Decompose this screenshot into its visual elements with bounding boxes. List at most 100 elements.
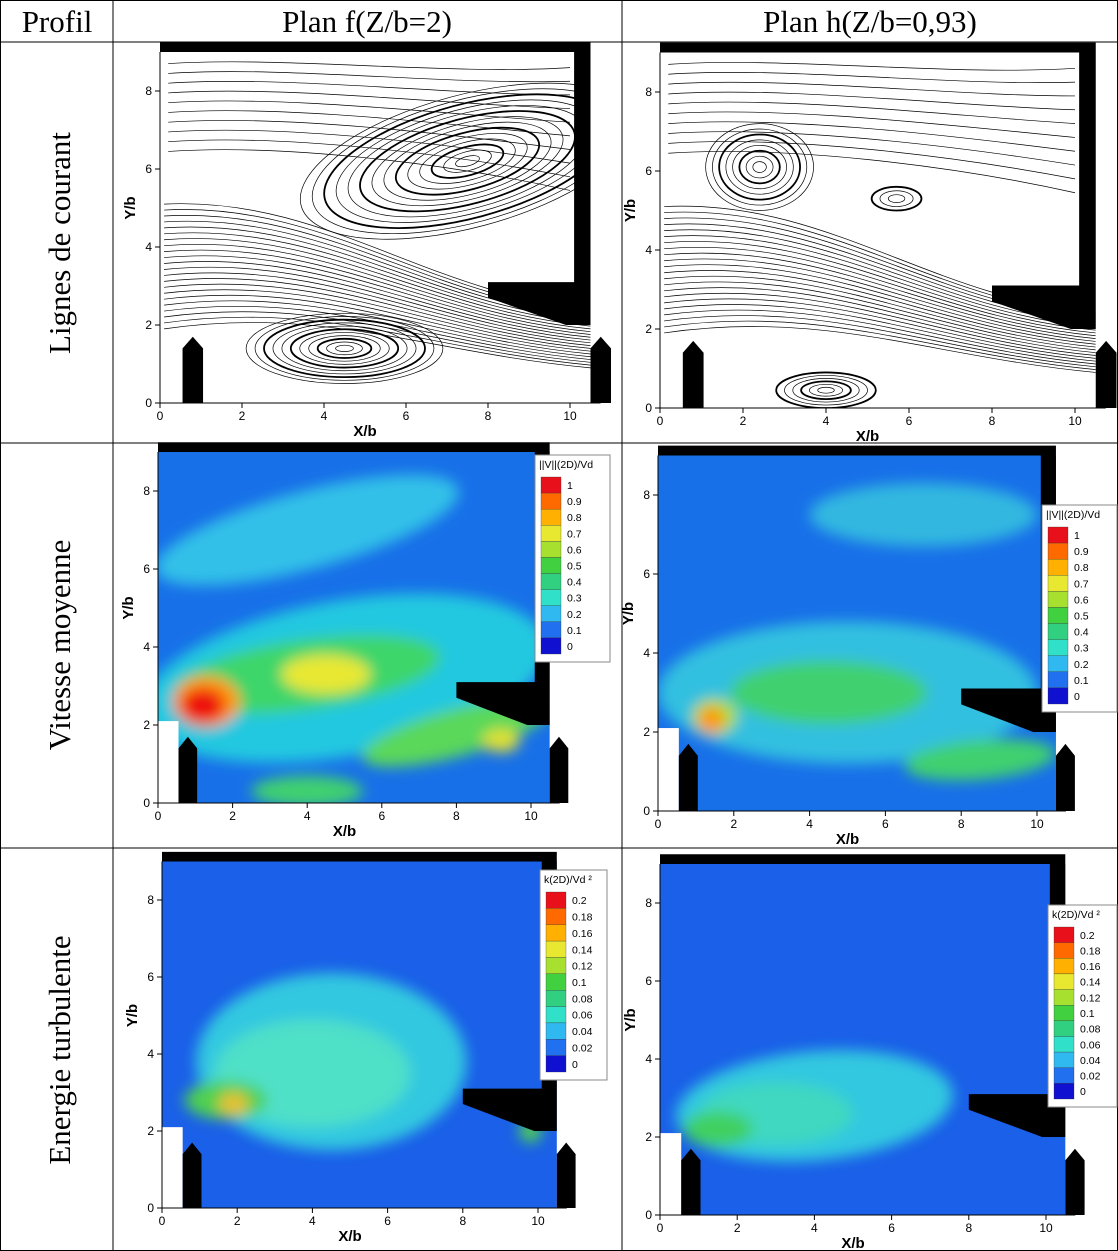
- streamline: [664, 304, 1096, 362]
- streamline: [664, 320, 1096, 370]
- x-tick-label: 6: [384, 1214, 391, 1228]
- contour-blob: [180, 687, 226, 724]
- legend-level: 0.2: [1074, 659, 1089, 671]
- contour-blob: [281, 654, 371, 694]
- vortex-line: [784, 375, 868, 406]
- legend-level: 1: [1074, 530, 1080, 542]
- contour-blob: [904, 738, 1056, 781]
- streamline: [164, 249, 591, 333]
- outlet-post: [1065, 1148, 1085, 1215]
- contour-field: [658, 483, 1056, 781]
- y-tick-label: 6: [147, 970, 154, 984]
- x-tick-label: 6: [882, 817, 889, 831]
- legend-swatch: [540, 525, 562, 542]
- y-tick-label: 6: [145, 162, 152, 176]
- y-axis-label: Y/b: [622, 1008, 639, 1031]
- vortex-line: [870, 185, 923, 212]
- x-tick-label: 10: [1068, 414, 1082, 428]
- streamline: [668, 121, 1076, 152]
- vortex-line: [800, 380, 852, 401]
- legend-swatch: [540, 541, 562, 558]
- y-tick-label: 8: [147, 893, 154, 907]
- y-tick-label: 6: [645, 164, 652, 178]
- legend-level: 0.06: [1080, 1039, 1101, 1051]
- inlet-post: [182, 336, 204, 403]
- legend-level: 0.4: [567, 577, 582, 589]
- legend-swatch: [1053, 1005, 1075, 1021]
- legend-swatch: [540, 605, 562, 622]
- streamlines: [664, 62, 1096, 408]
- y-tick-label: 8: [645, 85, 652, 99]
- x-tick-label: 10: [531, 1214, 545, 1228]
- streamline: [664, 309, 1096, 365]
- outlet-post: [556, 1142, 576, 1208]
- streamline: [664, 246, 1096, 334]
- vortex-line: [323, 93, 591, 229]
- legend-level: 0.14: [1080, 977, 1101, 989]
- vortex-line: [311, 88, 591, 234]
- legend-swatch: [1047, 623, 1069, 640]
- contour-blob: [362, 699, 550, 767]
- vortex-line: [887, 194, 906, 203]
- row-label: Vitesse moyenne: [42, 540, 77, 751]
- streamline: [168, 100, 571, 123]
- y-tick-label: 4: [645, 1052, 652, 1066]
- outlet-post: [1055, 743, 1075, 811]
- vortex-line: [732, 144, 787, 190]
- outlet-post: [549, 736, 569, 803]
- legend-swatch: [1047, 559, 1069, 576]
- legend-level: 0: [567, 641, 573, 653]
- y-tick-label: 0: [147, 1201, 154, 1215]
- vortex-line: [745, 155, 774, 179]
- legend-level: 0.1: [572, 977, 587, 989]
- legend-swatch: [540, 637, 562, 655]
- top-wall: [160, 42, 591, 52]
- streamline: [164, 255, 591, 335]
- vortex-line: [430, 143, 505, 179]
- legend: ||V||(2D)/Vd 1 0.9 0.8 0.7 0.6 0.5 0.4 0.3 0.2 0.1…: [534, 454, 611, 663]
- x-tick-label: 8: [485, 409, 492, 423]
- y-axis-label: Y/b: [120, 596, 137, 619]
- legend-level: 0.6: [567, 544, 582, 556]
- vortex-line: [316, 337, 373, 359]
- streamline: [664, 235, 1096, 328]
- legend: k(2D)/Vd ² 0.2 0.18 0.16 0.14 0.12 0.1 0.08 0.06…: [539, 869, 608, 1081]
- vortex-line: [383, 121, 552, 201]
- legend-swatch: [1053, 989, 1075, 1006]
- vortex-line: [335, 344, 354, 352]
- x-tick-label: 0: [159, 1214, 166, 1228]
- vortex-line: [299, 332, 390, 365]
- x-axis-label: X/b: [841, 1235, 864, 1251]
- outlet-post: [590, 336, 611, 403]
- outlet-post: [1095, 340, 1117, 408]
- baffle: [968, 1094, 1058, 1137]
- streamline: [164, 289, 591, 352]
- streamline: [164, 244, 591, 330]
- streamline: [668, 151, 1076, 194]
- legend-swatch: [545, 940, 567, 958]
- legend-level: 0.5: [567, 561, 582, 573]
- streamline: [164, 272, 591, 344]
- x-tick-label: 0: [155, 809, 162, 823]
- legend-swatch: [545, 1022, 567, 1040]
- y-tick-label: 0: [645, 1208, 652, 1222]
- streamline: [164, 316, 591, 366]
- contour-field: [675, 1050, 953, 1162]
- x-tick-label: 2: [234, 1214, 241, 1228]
- x-tick-label: 2: [740, 414, 747, 428]
- streamline: [664, 241, 1096, 331]
- x-tick-label: 6: [888, 1221, 895, 1235]
- legend-swatch: [545, 891, 567, 909]
- legend-level: 0.08: [1080, 1024, 1101, 1036]
- legend-swatch: [545, 990, 567, 1007]
- y-tick-label: 4: [643, 646, 650, 660]
- streamline: [668, 101, 1076, 124]
- x-axis-label: X/b: [353, 423, 376, 440]
- vortex-line: [281, 325, 408, 372]
- baffle: [992, 285, 1088, 329]
- vortex-line: [272, 322, 417, 375]
- row-label: Lignes de courant: [42, 132, 77, 354]
- legend-level: 0.12: [572, 961, 593, 973]
- contour-blob: [218, 1092, 249, 1116]
- x-tick-label: 10: [563, 409, 577, 423]
